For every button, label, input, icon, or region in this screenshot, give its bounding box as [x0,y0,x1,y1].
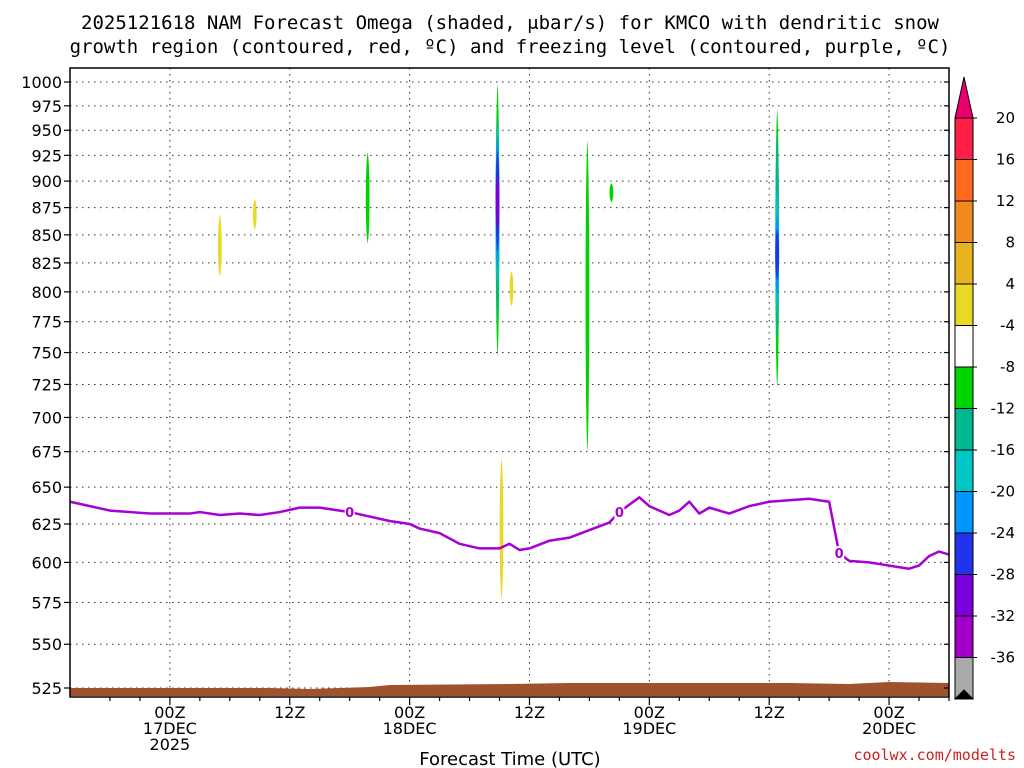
x-tick-label: 12Z [274,703,305,722]
omega-blob [509,270,514,307]
omega-blob [775,229,780,281]
colorbar-swatch [954,159,974,202]
colorbar-swatch [954,200,974,243]
colorbar-swatch [954,574,974,617]
y-tick-label: 875 [31,199,62,218]
colorbar-label: -8 [1000,358,1015,376]
y-axis: 525 550 575 600 625 650 675 700 725 750 775 800 825 8… [21,73,949,698]
x-tick-label: 00Z [394,703,425,722]
y-tick-label: 975 [31,97,62,116]
colorbar-label: -20 [991,483,1016,501]
y-tick-label: 550 [31,635,62,654]
chart-title: 2025121618 NAM Forecast Omega (shaded, μ… [70,12,951,58]
y-tick-label: 800 [31,283,62,302]
freezing-level-line [69,496,950,570]
title-line-2: growth region (contoured, red, ºC) and f… [70,36,951,58]
y-tick-label: 675 [31,443,62,462]
omega-blob [495,175,500,230]
omega-blob [365,152,370,244]
colorbar-label: -32 [991,607,1016,625]
omega-blob [585,140,590,452]
colorbar-swatch [954,449,974,492]
colorbar-swatch [954,408,974,451]
colorbar-swatch [954,283,974,326]
colorbar-label: 12 [996,192,1015,210]
colorbar-swatch [954,242,974,285]
y-tick-label: 725 [31,375,62,394]
colorbar-top-arrow [954,76,974,119]
colorbar-bottom-arrow [953,689,975,700]
x-tick-label: 20DEC [862,719,916,738]
colorbar-label: -4 [1000,317,1015,335]
colorbar-label: 8 [1005,234,1015,252]
omega-blob [499,458,504,600]
x-tick-label: 12Z [514,703,545,722]
y-tick-label: 825 [31,254,62,273]
omega-blob [609,183,614,203]
colorbar-label: 4 [1005,275,1015,293]
y-tick-label: 750 [31,344,62,363]
colorbar-label: -24 [991,524,1016,542]
colorbar-label: -12 [991,400,1016,418]
y-tick-label: 625 [31,515,62,534]
ground-layer [70,682,949,696]
y-tick-label: 600 [31,553,62,572]
omega-blob [252,199,257,230]
y-tick-label: 650 [31,478,62,497]
colorbar-label: -28 [991,566,1016,584]
x-tick-label: 2025 [150,735,191,754]
x-tick-label: 00Z [634,703,665,722]
colorbar-swatch [954,532,974,575]
omega-blob [217,215,222,277]
colorbar-swatch [954,615,974,658]
colorbar-label: 20 [996,109,1015,127]
y-tick-label: 950 [31,121,62,140]
freezing-level-label: 0 [835,547,844,562]
x-tick-label: 18DEC [383,719,437,738]
grid-lines [70,68,949,697]
colorbar-label: 16 [996,151,1015,169]
freezing-label-bg [614,505,625,520]
freezing-level-label: 0 [345,506,354,521]
colorbar-swatch [954,491,974,534]
y-tick-label: 575 [31,593,62,612]
freezing-level-label: 0 [615,506,624,521]
x-tick-label: 19DEC [622,719,676,738]
colorbar-label: -36 [991,649,1016,667]
ground-fill [70,682,949,696]
colorbar-label: -16 [991,441,1016,459]
x-tick-label: 00Z [873,703,904,722]
y-tick-label: 900 [31,172,62,191]
colorbar-legend: 20 16 12 8 4 -4 -8 -12 -16 -20 -24 -28 -32 -36 [953,76,1016,700]
credit-text: coolwx.com/modelts [853,746,1016,764]
freezing-level-layer: 0 0 0 [69,496,950,570]
y-tick-label: 1000 [21,73,62,92]
freezing-label-bg [344,505,355,520]
y-tick-label: 850 [31,226,62,245]
colorbar-swatch [954,325,974,368]
title-line-1: 2025121618 NAM Forecast Omega (shaded, μ… [81,12,939,34]
x-axis-title: Forecast Time (UTC) [419,749,600,768]
colorbar-swatch [954,366,974,409]
y-tick-label: 775 [31,313,62,332]
plot-frame [69,67,950,698]
omega-shading [217,83,780,600]
freezing-label-bg [834,546,845,561]
x-tick-label: 17DEC [143,719,197,738]
y-tick-label: 700 [31,408,62,427]
y-tick-label: 925 [31,146,62,165]
x-tick-label: 00Z [154,703,185,722]
x-tick-label: 12Z [754,703,785,722]
y-tick-label: 525 [31,679,62,698]
colorbar-swatch [954,117,974,160]
